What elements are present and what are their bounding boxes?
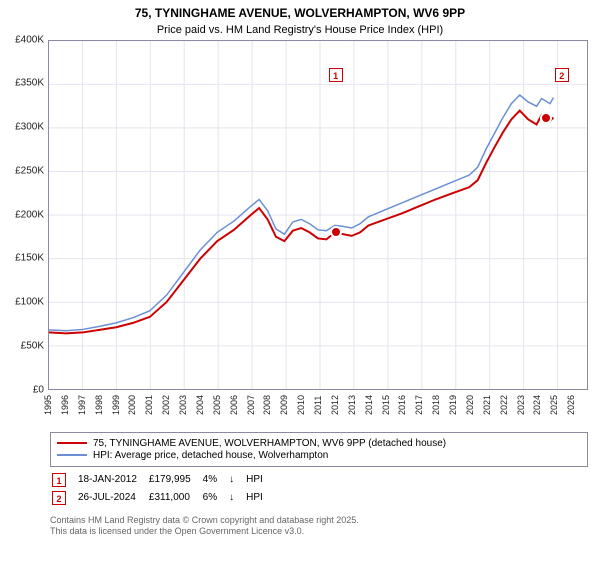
point-vs: HPI bbox=[246, 473, 273, 489]
points-table: 1 18-JAN-2012£179,9954%↓HPI 2 26-JUL-2024£3… bbox=[50, 471, 275, 509]
y-tick-label: £100K bbox=[15, 297, 44, 308]
y-axis: £0£50K£100K£150K£200K£250K£300K£350K£400… bbox=[0, 40, 46, 390]
x-tick-label: 2025 bbox=[549, 395, 559, 415]
legend-swatch bbox=[57, 442, 87, 444]
x-tick-label: 2019 bbox=[448, 395, 458, 415]
arrow-icon: ↓ bbox=[229, 473, 244, 489]
data-point-marker bbox=[330, 226, 342, 238]
x-tick-label: 1996 bbox=[60, 395, 70, 415]
point-date: 26-JUL-2024 bbox=[78, 491, 147, 507]
point-price: £179,995 bbox=[149, 473, 201, 489]
x-tick-label: 2018 bbox=[431, 395, 441, 415]
chart-svg bbox=[49, 41, 587, 389]
point-price: £311,000 bbox=[149, 491, 201, 507]
point-vs: HPI bbox=[246, 491, 273, 507]
x-tick-label: 2015 bbox=[381, 395, 391, 415]
y-tick-label: £200K bbox=[15, 209, 44, 220]
point-pct: 6% bbox=[203, 491, 227, 507]
legend: 75, TYNINGHAME AVENUE, WOLVERHAMPTON, WV… bbox=[50, 432, 588, 467]
y-tick-label: £350K bbox=[15, 78, 44, 89]
plot-area: 12 bbox=[48, 40, 588, 390]
x-tick-label: 2024 bbox=[532, 395, 542, 415]
y-tick-label: £0 bbox=[33, 384, 44, 395]
x-tick-label: 1995 bbox=[43, 395, 53, 415]
data-point-marker bbox=[540, 112, 552, 124]
x-tick-label: 2014 bbox=[364, 395, 374, 415]
x-tick-label: 2017 bbox=[414, 395, 424, 415]
y-tick-label: £250K bbox=[15, 165, 44, 176]
y-tick-label: £300K bbox=[15, 122, 44, 133]
callout-marker: 2 bbox=[555, 68, 569, 82]
x-tick-label: 2003 bbox=[178, 395, 188, 415]
x-tick-label: 2008 bbox=[262, 395, 272, 415]
x-tick-label: 2009 bbox=[279, 395, 289, 415]
y-tick-label: £150K bbox=[15, 253, 44, 264]
chart-area: 12 £0£50K£100K£150K£200K£250K£300K£350K£… bbox=[48, 40, 588, 410]
x-tick-label: 2013 bbox=[347, 395, 357, 415]
point-pct: 4% bbox=[203, 473, 227, 489]
point-date: 18-JAN-2012 bbox=[78, 473, 147, 489]
table-row: 1 18-JAN-2012£179,9954%↓HPI bbox=[52, 473, 273, 489]
x-tick-label: 2012 bbox=[330, 395, 340, 415]
arrow-icon: ↓ bbox=[229, 491, 244, 507]
callout-marker: 1 bbox=[329, 68, 343, 82]
footer-line1: Contains HM Land Registry data © Crown c… bbox=[50, 515, 588, 527]
legend-swatch bbox=[57, 454, 87, 456]
legend-row: 75, TYNINGHAME AVENUE, WOLVERHAMPTON, WV… bbox=[57, 438, 581, 449]
series-line bbox=[49, 110, 553, 333]
x-tick-label: 2022 bbox=[499, 395, 509, 415]
x-tick-label: 2002 bbox=[161, 395, 171, 415]
x-axis: 1995199619971998199920002001200220032004… bbox=[48, 390, 588, 410]
chart-title-line1: 75, TYNINGHAME AVENUE, WOLVERHAMPTON, WV… bbox=[0, 6, 600, 22]
x-tick-label: 2011 bbox=[313, 395, 323, 414]
x-tick-label: 2020 bbox=[465, 395, 475, 415]
x-tick-label: 2016 bbox=[397, 395, 407, 415]
legend-label: HPI: Average price, detached house, Wolv… bbox=[93, 450, 328, 461]
legend-row: HPI: Average price, detached house, Wolv… bbox=[57, 450, 581, 461]
chart-title-line2: Price paid vs. HM Land Registry's House … bbox=[0, 24, 600, 36]
x-tick-label: 2004 bbox=[195, 395, 205, 415]
x-tick-label: 2005 bbox=[212, 395, 222, 415]
x-tick-label: 2021 bbox=[482, 395, 492, 415]
x-tick-label: 2010 bbox=[296, 395, 306, 415]
footer-text: Contains HM Land Registry data © Crown c… bbox=[50, 515, 588, 538]
x-tick-label: 2023 bbox=[516, 395, 526, 415]
point-marker: 2 bbox=[52, 491, 66, 505]
x-tick-label: 2026 bbox=[566, 395, 576, 415]
x-tick-label: 2000 bbox=[127, 395, 137, 415]
x-tick-label: 2001 bbox=[144, 395, 154, 415]
x-tick-label: 2007 bbox=[246, 395, 256, 415]
y-tick-label: £400K bbox=[15, 34, 44, 45]
x-tick-label: 1999 bbox=[111, 395, 121, 415]
point-marker: 1 bbox=[52, 473, 66, 487]
legend-label: 75, TYNINGHAME AVENUE, WOLVERHAMPTON, WV… bbox=[93, 438, 446, 449]
footer-line2: This data is licensed under the Open Gov… bbox=[50, 526, 588, 538]
series-line bbox=[49, 95, 553, 331]
y-tick-label: £50K bbox=[21, 340, 44, 351]
x-tick-label: 1998 bbox=[94, 395, 104, 415]
table-row: 2 26-JUL-2024£311,0006%↓HPI bbox=[52, 491, 273, 507]
x-tick-label: 1997 bbox=[77, 395, 87, 415]
x-tick-label: 2006 bbox=[229, 395, 239, 415]
